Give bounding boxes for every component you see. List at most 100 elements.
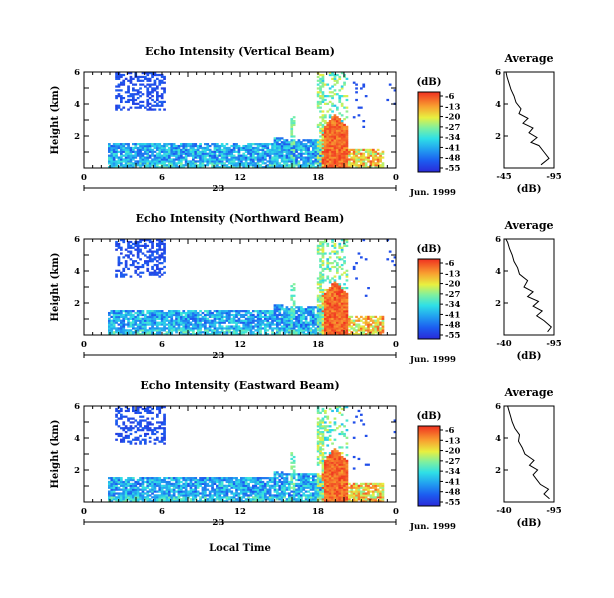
colorbar-tick-label: -34 bbox=[445, 133, 460, 143]
average-y-tick-label: 2 bbox=[495, 299, 501, 309]
colorbar-tick-label: -55 bbox=[445, 331, 460, 341]
colorbar-tick-label: -6 bbox=[445, 92, 455, 102]
average-title: Average bbox=[503, 386, 553, 399]
panel-3: Echo Intensity (Eastward Beam) 0 6 12 18 0 6 4 2… bbox=[50, 379, 562, 554]
average-x-tick-label: -45 bbox=[496, 172, 511, 182]
x-tick-label: 0 bbox=[393, 173, 399, 183]
average-profile-line bbox=[505, 238, 552, 333]
y-axis-label: Height (km) bbox=[50, 86, 61, 155]
average-frame bbox=[503, 71, 555, 169]
average-y-tick-label: 6 bbox=[495, 402, 501, 412]
colorbar bbox=[417, 91, 441, 173]
x-tick-label: 12 bbox=[234, 173, 246, 183]
y-tick-label: 2 bbox=[74, 132, 80, 142]
colorbar-tick-label: -13 bbox=[445, 269, 460, 279]
colorbar-tick-label: -55 bbox=[445, 164, 460, 174]
average-y-tick-label: 2 bbox=[495, 132, 501, 142]
y-tick-label: 4 bbox=[74, 100, 80, 110]
colorbar-tick-label: -48 bbox=[445, 488, 460, 498]
x-tick-label: 0 bbox=[393, 507, 399, 517]
average-y-tick-label: 2 bbox=[495, 466, 501, 476]
average-y-tick-label: 6 bbox=[495, 68, 501, 78]
x-tick-label: 6 bbox=[159, 507, 165, 517]
x-tick-label: 18 bbox=[312, 173, 324, 183]
y-tick-label: 6 bbox=[74, 235, 80, 245]
colorbar-tick-label: -41 bbox=[445, 477, 460, 487]
panel-title: Echo Intensity (Vertical Beam) bbox=[145, 45, 335, 58]
average-x-tick-label: -40 bbox=[496, 506, 511, 516]
date-label: 23 bbox=[212, 518, 224, 528]
x-tick-label: 0 bbox=[81, 507, 87, 517]
average-profile-line bbox=[507, 405, 550, 500]
y-tick-label: 6 bbox=[74, 68, 80, 78]
colorbar-label: (dB) bbox=[417, 77, 442, 88]
average-x-tick-label: -95 bbox=[546, 339, 561, 349]
average-x-tick-label: -95 bbox=[546, 506, 561, 516]
x-tick-label: 18 bbox=[312, 507, 324, 517]
x-tick-label: 18 bbox=[312, 340, 324, 350]
average-frame bbox=[503, 405, 555, 503]
y-axis-label: Height (km) bbox=[50, 420, 61, 489]
colorbar-label: (dB) bbox=[417, 411, 442, 422]
x-tick-label: 6 bbox=[159, 340, 165, 350]
y-tick-label: 4 bbox=[74, 434, 80, 444]
x-tick-label: 0 bbox=[393, 340, 399, 350]
average-frame bbox=[503, 238, 555, 336]
colorbar-tick-label: -34 bbox=[445, 300, 460, 310]
average-y-tick-label: 4 bbox=[495, 434, 501, 444]
colorbar-tick-label: -20 bbox=[445, 447, 460, 457]
date-label: 23 bbox=[212, 184, 224, 194]
panel-2: Echo Intensity (Northward Beam) 0 6 12 18 0 6 4… bbox=[50, 212, 562, 365]
colorbar-tick-label: -13 bbox=[445, 436, 460, 446]
average-x-tick-label: -40 bbox=[496, 339, 511, 349]
average-y-tick-label: 4 bbox=[495, 267, 501, 277]
panel-1: Echo Intensity (Vertical Beam) 0 6 12 18 0 6 4 2… bbox=[50, 45, 562, 198]
average-y-tick-label: 4 bbox=[495, 100, 501, 110]
x-tick-label: 12 bbox=[234, 507, 246, 517]
y-tick-label: 6 bbox=[74, 402, 80, 412]
average-x-label: (dB) bbox=[517, 518, 542, 529]
y-tick-label: 2 bbox=[74, 299, 80, 309]
average-title: Average bbox=[503, 219, 553, 232]
x-tick-label: 6 bbox=[159, 173, 165, 183]
colorbar-tick-label: -13 bbox=[445, 102, 460, 112]
colorbar bbox=[417, 425, 441, 507]
date-year-label: Jun. 1999 bbox=[409, 188, 456, 198]
colorbar-tick-label: -41 bbox=[445, 310, 460, 320]
average-title: Average bbox=[503, 52, 553, 65]
colorbar-tick-label: -27 bbox=[445, 123, 460, 133]
average-x-label: (dB) bbox=[517, 184, 542, 195]
colorbar-tick-label: -6 bbox=[445, 426, 455, 436]
panel-title: Echo Intensity (Northward Beam) bbox=[136, 212, 345, 225]
colorbar-tick-label: -27 bbox=[445, 290, 460, 300]
x-axis-label: Local Time bbox=[209, 543, 271, 554]
date-year-label: Jun. 1999 bbox=[409, 355, 456, 365]
x-tick-label: 0 bbox=[81, 173, 87, 183]
average-y-tick-label: 6 bbox=[495, 235, 501, 245]
y-tick-label: 4 bbox=[74, 267, 80, 277]
x-tick-label: 12 bbox=[234, 340, 246, 350]
y-tick-label: 2 bbox=[74, 466, 80, 476]
date-year-label: Jun. 1999 bbox=[409, 522, 456, 532]
panel-title: Echo Intensity (Eastward Beam) bbox=[140, 379, 339, 392]
colorbar-tick-label: -20 bbox=[445, 280, 460, 290]
date-label: 23 bbox=[212, 351, 224, 361]
echo-cells bbox=[108, 72, 397, 169]
colorbar-label: (dB) bbox=[417, 244, 442, 255]
colorbar-tick-label: -55 bbox=[445, 498, 460, 508]
colorbar-tick-label: -34 bbox=[445, 467, 460, 477]
y-axis-label: Height (km) bbox=[50, 253, 61, 322]
colorbar bbox=[417, 258, 441, 340]
colorbar-tick-label: -6 bbox=[445, 259, 455, 269]
average-x-tick-label: -95 bbox=[546, 172, 561, 182]
colorbar-tick-label: -48 bbox=[445, 321, 460, 331]
x-tick-label: 0 bbox=[81, 340, 87, 350]
average-x-label: (dB) bbox=[517, 351, 542, 362]
colorbar-tick-label: -41 bbox=[445, 143, 460, 153]
average-profile-line bbox=[505, 71, 550, 166]
colorbar-tick-label: -48 bbox=[445, 154, 460, 164]
echo-cells bbox=[108, 406, 397, 503]
colorbar-tick-label: -20 bbox=[445, 113, 460, 123]
echo-cells bbox=[108, 239, 397, 336]
